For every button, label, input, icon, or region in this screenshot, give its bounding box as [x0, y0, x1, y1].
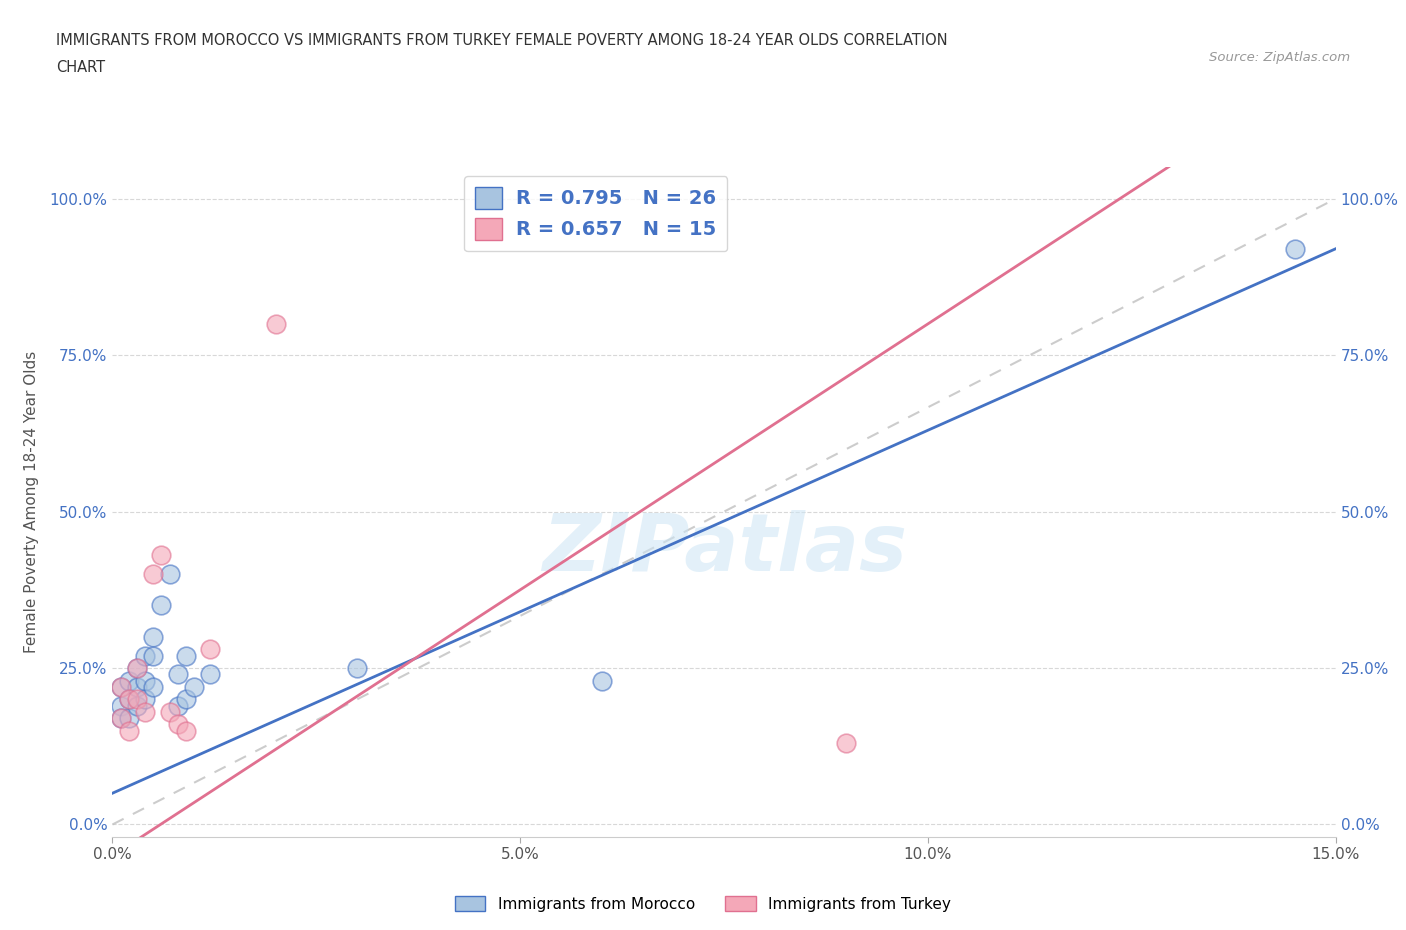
Point — [118, 692, 141, 707]
Point — [110, 711, 132, 725]
Point — [125, 660, 148, 675]
Point — [166, 698, 188, 713]
Point — [183, 680, 205, 695]
Point — [142, 648, 165, 663]
Text: IMMIGRANTS FROM MOROCCO VS IMMIGRANTS FROM TURKEY FEMALE POVERTY AMONG 18-24 YEA: IMMIGRANTS FROM MOROCCO VS IMMIGRANTS FR… — [56, 33, 948, 47]
Legend: R = 0.795   N = 26, R = 0.657   N = 15: R = 0.795 N = 26, R = 0.657 N = 15 — [464, 177, 727, 251]
Point — [200, 642, 222, 657]
Point — [134, 648, 156, 663]
Point — [174, 692, 197, 707]
Point — [110, 680, 132, 695]
Point — [159, 704, 181, 719]
Point — [166, 667, 188, 682]
Point — [110, 698, 132, 713]
Point — [264, 316, 287, 331]
Point — [142, 630, 165, 644]
Point — [142, 680, 165, 695]
Point — [174, 724, 197, 738]
Text: Source: ZipAtlas.com: Source: ZipAtlas.com — [1209, 51, 1350, 64]
Point — [118, 711, 141, 725]
Point — [174, 648, 197, 663]
Point — [125, 660, 148, 675]
Point — [1284, 241, 1306, 256]
Point — [134, 673, 156, 688]
Point — [125, 692, 148, 707]
Point — [346, 660, 368, 675]
Point — [150, 548, 173, 563]
Point — [125, 698, 148, 713]
Y-axis label: Female Poverty Among 18-24 Year Olds: Female Poverty Among 18-24 Year Olds — [24, 352, 38, 654]
Point — [200, 667, 222, 682]
Point — [118, 724, 141, 738]
Point — [118, 692, 141, 707]
Point — [110, 680, 132, 695]
Point — [835, 736, 858, 751]
Point — [159, 566, 181, 581]
Point — [110, 711, 132, 725]
Point — [591, 673, 613, 688]
Legend: Immigrants from Morocco, Immigrants from Turkey: Immigrants from Morocco, Immigrants from… — [449, 889, 957, 918]
Text: ZIPatlas: ZIPatlas — [541, 510, 907, 588]
Point — [134, 704, 156, 719]
Point — [150, 598, 173, 613]
Point — [166, 717, 188, 732]
Point — [142, 566, 165, 581]
Point — [134, 692, 156, 707]
Point — [125, 680, 148, 695]
Text: CHART: CHART — [56, 60, 105, 75]
Point — [118, 673, 141, 688]
